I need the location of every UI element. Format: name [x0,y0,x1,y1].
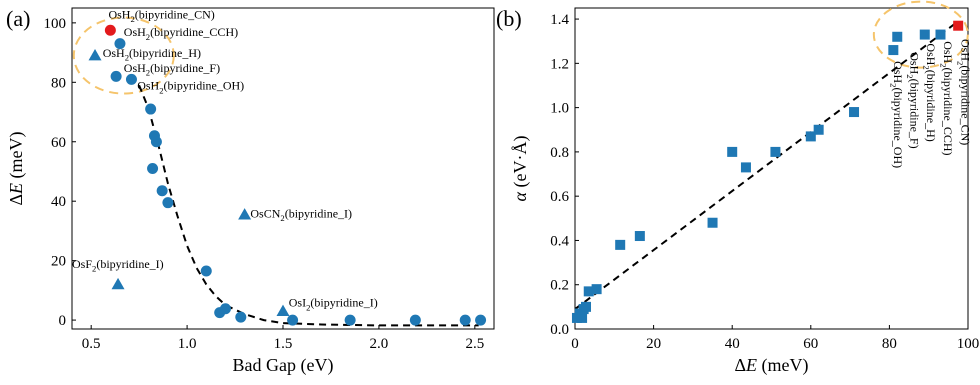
panel-b-y-tick-label: 1.0 [550,101,569,117]
panel-a-x-tick-label: 2.5 [465,336,484,352]
panel-b-y-tick-label: 0.4 [550,233,569,249]
panel-b-data-point-highlight [953,20,964,31]
panel-b-data-point-square [805,131,816,142]
panel-b-label: (b) [496,6,522,31]
panel-b-annotation: OsH2(bipyridine_H) [922,43,939,141]
panel-a-annotation: OsI2(bipyridine_I) [289,296,378,313]
panel-a-x-tick-label: 1.5 [274,336,293,352]
panel-a-data-point-triangle [238,208,252,220]
panel-b-highlight-circle [872,0,969,69]
panel-a-highlight-circle [72,16,175,95]
panel-a: (a) 0.5 1.0 1.5 2.0 2.5 0 20 40 60 80 100 Bad Gap (… [6,6,495,376]
panel-a-annotation: OsH2(bipyridine_OH) [137,79,244,96]
panel-b-y-tick-label: 0.8 [550,145,569,161]
panel-b-data-point-square [888,45,899,56]
panel-a-data-point-highlight [104,24,116,36]
panel-b-annotation: OsH2(bipyridine_CN) [956,39,973,145]
panel-a-data-point-circle [344,314,356,326]
panel-b-y-tick-label: 0.6 [550,189,569,205]
panel-b-data-point-square [615,239,626,250]
panel-a-data-point-circle [459,314,471,326]
panel-a-data-point-circle [110,70,122,82]
panel-a-y-tick-label: 40 [51,194,66,210]
panel-b-plot-frame [574,7,969,330]
panel-b: (b) 0 20 40 60 80 100 0.0 0.2 0.4 0.6 0.8 1.0 1.2 1.4… [496,0,980,376]
panel-a-annotation: OsH2(bipyridine_CN) [108,7,214,24]
panel-b-x-tick-label: 20 [646,336,661,352]
panel-a-data-point-circle [200,265,212,277]
panel-a-data-point-triangle [88,49,102,61]
panel-b-data-point-square [770,146,781,157]
panel-a-fit-line [138,84,479,327]
panel-a-annotation: OsF2(bipyridine_I) [72,257,164,274]
panel-b-data-point-square [727,146,738,157]
panel-a-y-axis-label: ΔE (meV) [6,131,27,205]
panel-a-annotation: OsH2(bipyridine_CCH) [124,25,238,42]
panel-b-data-point-square [813,124,824,135]
panel-b-annotation: OsH2(bipyridine_OH) [889,61,906,168]
panel-a-y-tick-label: 60 [51,135,66,151]
panel-a-x-axis-label: Bad Gap (eV) [233,355,334,376]
panel-b-data-point-square [583,286,594,297]
panel-a-data-point-circle [145,103,157,115]
panel-b-y-tick-label: 0.2 [550,278,569,294]
panel-a-data-point-circle [475,314,487,326]
panel-a-annotation: OsH2(bipyridine_H) [103,46,201,63]
panel-a-data-point-circle [162,197,174,209]
panel-b-y-tick-label: 1.4 [550,12,569,28]
panel-a-y-tick-label: 80 [51,75,66,91]
panel-b-data-point-square [591,284,602,295]
panel-a-y-tick-label: 20 [51,254,66,270]
panel-a-annotation: OsH2(bipyridine_F) [124,61,220,78]
panel-a-y-tick-label: 0 [59,313,67,329]
panel-a-data-point-circle [150,136,162,148]
panel-a-data-point-triangle [111,277,125,290]
panel-b-y-tick-label: 0.0 [550,322,569,338]
panel-a-data-point-circle [235,311,247,323]
panel-a-data-point-circle [147,163,159,174]
panel-b-y-tick-label: 1.2 [550,56,569,72]
panel-b-data-point-square [740,162,751,173]
panel-a-annotation: OsCN2(bipyridine_I) [250,207,352,224]
panel-b-x-tick-label: 60 [803,336,818,352]
panel-b-x-axis-label: ΔE (meV) [734,355,808,376]
panel-b-data-point-square [581,301,592,312]
panel-b-data-point-square [707,217,718,228]
panel-a-y-tick-label: 100 [44,16,67,32]
panel-a-x-tick-label: 2.0 [370,336,389,352]
panel-a-data-point-circle [287,314,299,326]
panel-a-data-point-circle [219,303,231,315]
panel-a-data-point-circle [114,38,126,50]
panel-a-x-tick-label: 1.0 [178,336,197,352]
panel-b-x-tick-label: 0 [571,336,579,352]
panel-b-data-point-square [935,29,946,40]
panel-a-data-point-circle [125,73,137,85]
panel-a-label: (a) [6,6,30,31]
panel-a-data-point-circle [409,314,421,326]
panel-b-x-tick-label: 100 [957,336,980,352]
panel-a-data-point-circle [156,185,168,197]
panel-b-y-axis-label: α (eV·Å) [510,136,531,202]
panel-b-data-point-square [634,231,645,242]
panel-a-x-tick-label: 0.5 [82,336,101,352]
panel-b-data-point-square [892,31,903,42]
panel-b-fit-line [574,20,959,310]
panel-b-data-point-square [849,107,860,118]
panel-b-x-tick-label: 80 [882,336,897,352]
panel-a-data-point-triangle [276,304,290,317]
panel-b-x-tick-label: 40 [725,336,740,352]
panel-b-data-point-square [577,312,588,323]
panel-b-annotation: OsH2(bipyridine_F) [905,52,922,148]
panel-b-data-point-square [919,29,930,40]
panel-b-annotation: OsH2(bipyridine_CCH) [938,41,955,155]
